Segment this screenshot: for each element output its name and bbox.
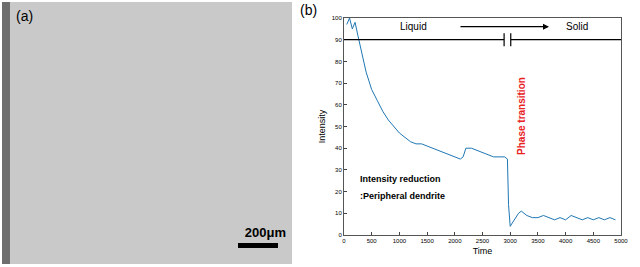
svg-text:4500: 4500	[587, 238, 601, 244]
svg-text:30: 30	[335, 167, 342, 173]
svg-text:1500: 1500	[420, 238, 434, 244]
svg-text:Solid: Solid	[566, 21, 588, 32]
svg-text:80: 80	[335, 59, 342, 65]
svg-text:2000: 2000	[448, 238, 462, 244]
svg-text:500: 500	[367, 238, 378, 244]
svg-text:70: 70	[335, 80, 342, 86]
svg-text:Intensity reduction: Intensity reduction	[360, 174, 441, 184]
svg-text:60: 60	[335, 102, 342, 108]
svg-text:40: 40	[335, 145, 342, 151]
svg-text:3500: 3500	[531, 238, 545, 244]
svg-text:100: 100	[332, 15, 343, 21]
svg-text:Intensity: Intensity	[317, 109, 327, 143]
svg-text:20: 20	[335, 189, 342, 195]
html-text:(a): (a)	[16, 8, 34, 24]
html-text:(b): (b)	[300, 2, 318, 18]
html-text:200μm: 200μm	[244, 225, 286, 240]
svg-text:1000: 1000	[393, 238, 407, 244]
svg-text:Liquid: Liquid	[400, 21, 427, 32]
svg-text:Phase transition: Phase transition	[516, 77, 527, 155]
svg-text:10: 10	[335, 210, 342, 216]
svg-text:2500: 2500	[476, 238, 490, 244]
svg-text:50: 50	[335, 124, 342, 130]
svg-text:5000: 5000	[614, 238, 628, 244]
svg-text:0: 0	[338, 232, 342, 238]
svg-text:90: 90	[335, 37, 342, 43]
svg-text:Time: Time	[473, 246, 493, 256]
svg-text:4000: 4000	[559, 238, 573, 244]
svg-text:3000: 3000	[504, 238, 518, 244]
svg-text::Peripheral dendrite: :Peripheral dendrite	[360, 191, 445, 201]
svg-text:0: 0	[342, 238, 346, 244]
